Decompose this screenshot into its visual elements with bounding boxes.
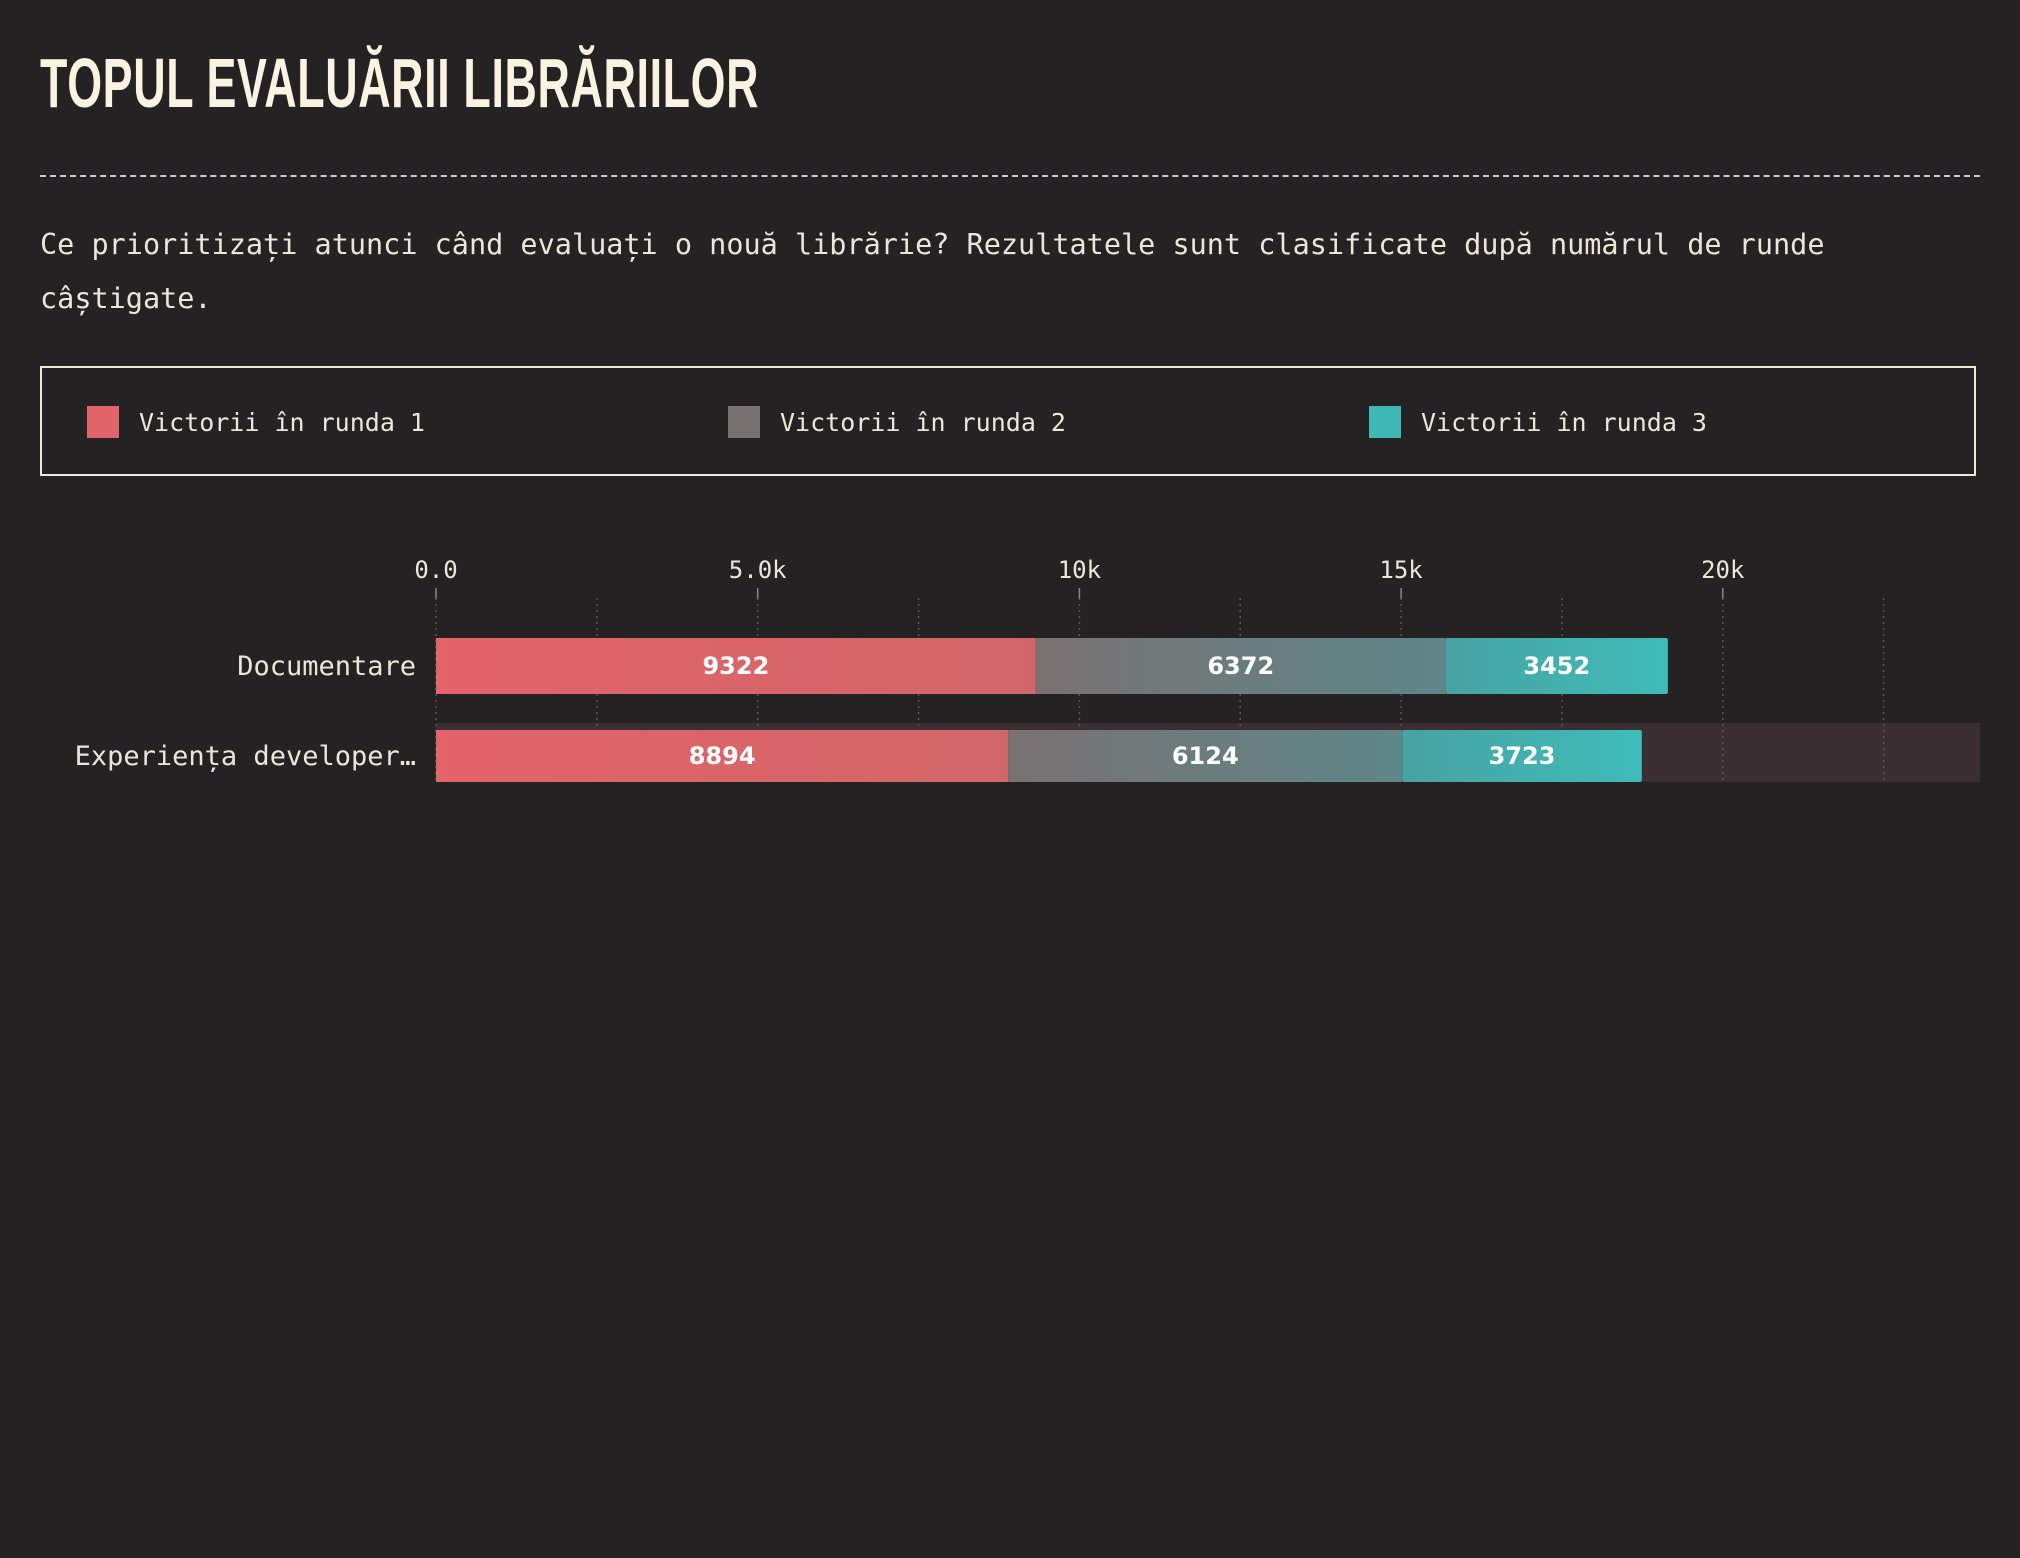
legend-item-round-2[interactable]: Victorii în runda 2 xyxy=(728,406,1066,438)
x-axis: 0.0 5.0k 10k 15k 20k xyxy=(414,556,1745,598)
y-axis: Documentare Experiența developer… xyxy=(75,651,416,772)
page-title: TOPUL EVALUĂRII LIBRĂRIILOR xyxy=(40,44,760,122)
bar-segment-round-2 xyxy=(1035,638,1446,694)
category-label: Experiența developer… xyxy=(75,741,416,772)
bar-value-label: 3452 xyxy=(1523,652,1590,680)
x-tick-label: 10k xyxy=(1058,556,1102,584)
legend-swatch-round-1 xyxy=(87,406,119,438)
bar-segment-round-3 xyxy=(1402,730,1642,782)
title-divider xyxy=(40,175,1980,177)
bar-segment-round-1 xyxy=(436,638,1036,694)
bars: 9322 6372 3452 8894 6124 3723 xyxy=(436,638,1668,782)
bar-value-label: 3723 xyxy=(1489,742,1556,770)
legend-swatch-round-3 xyxy=(1369,406,1401,438)
bar-value-label: 6124 xyxy=(1172,742,1239,770)
legend-label-round-1: Victorii în runda 1 xyxy=(139,407,425,437)
category-label: Documentare xyxy=(237,651,416,682)
bar-value-label: 8894 xyxy=(689,742,756,770)
legend-label-round-3: Victorii în runda 3 xyxy=(1421,407,1707,437)
x-tick-label: 5.0k xyxy=(729,556,787,584)
x-tick-label: 15k xyxy=(1379,556,1423,584)
chart-subtitle: Ce prioritizați atunci când evaluați o n… xyxy=(40,228,1825,315)
bar-segment-round-2 xyxy=(1008,730,1403,782)
bar-segment-round-3 xyxy=(1445,638,1668,694)
bar-value-label: 9322 xyxy=(702,652,769,680)
bar-segment-round-1 xyxy=(436,730,1009,782)
legend-item-round-3[interactable]: Victorii în runda 3 xyxy=(1369,406,1707,438)
legend-swatch-round-2 xyxy=(728,406,760,438)
chart-legend: Victorii în runda 1 Victorii în runda 2 … xyxy=(40,366,1976,476)
bar-value-label: 6372 xyxy=(1207,652,1274,680)
legend-label-round-2: Victorii în runda 2 xyxy=(780,407,1066,437)
stacked-bar-chart: 0.0 5.0k 10k 15k 20k 9322 6372 3452 8894 6124 372… xyxy=(75,556,1980,782)
x-tick-label: 20k xyxy=(1701,556,1745,584)
legend-item-round-1[interactable]: Victorii în runda 1 xyxy=(87,406,425,438)
x-tick-label: 0.0 xyxy=(414,556,457,584)
